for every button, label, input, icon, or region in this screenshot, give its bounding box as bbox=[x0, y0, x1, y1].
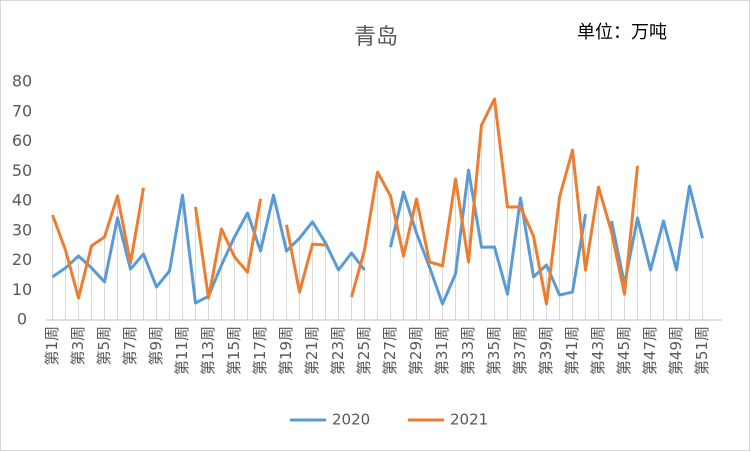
x-tick-label: 第3周 bbox=[69, 326, 87, 366]
x-tick-label: 第41周 bbox=[563, 326, 581, 375]
y-tick-label: 0 bbox=[17, 310, 27, 329]
x-tick-label: 第37周 bbox=[511, 326, 529, 375]
x-tick-label: 第15周 bbox=[225, 326, 243, 375]
x-tick-label: 第49周 bbox=[667, 326, 685, 375]
y-tick-label: 10 bbox=[12, 280, 32, 299]
x-tick-label: 第35周 bbox=[485, 326, 503, 375]
series-line bbox=[51, 97, 639, 306]
y-tick-label: 60 bbox=[12, 131, 32, 150]
y-tick-label: 50 bbox=[12, 161, 32, 180]
unit-annotation: 单位：万吨 bbox=[577, 22, 667, 43]
legend-label: 2020 bbox=[332, 411, 370, 429]
x-tick-label: 第21周 bbox=[303, 326, 321, 375]
x-tick-label: 第17周 bbox=[251, 326, 269, 375]
y-tick-label: 20 bbox=[12, 250, 32, 269]
x-tick-label: 第19周 bbox=[277, 326, 295, 375]
x-tick-label: 第39周 bbox=[537, 326, 555, 375]
y-tick-label: 30 bbox=[12, 220, 32, 239]
chart-title: 青岛 bbox=[354, 25, 398, 50]
x-tick-label: 第9周 bbox=[147, 326, 165, 366]
x-tick-label: 第29周 bbox=[407, 326, 425, 375]
x-tick-label: 第23周 bbox=[329, 326, 347, 375]
x-tick-label: 第51周 bbox=[693, 326, 711, 375]
x-tick-label: 第1周 bbox=[43, 326, 61, 366]
legend-label: 2021 bbox=[450, 411, 488, 429]
x-tick-label: 第11周 bbox=[173, 326, 191, 375]
x-tick-label: 第13周 bbox=[199, 326, 217, 375]
x-tick-label: 第25周 bbox=[355, 326, 373, 375]
x-tick-label: 第45周 bbox=[615, 326, 633, 375]
x-tick-label: 第33周 bbox=[459, 326, 477, 375]
y-tick-label: 70 bbox=[12, 101, 32, 120]
x-tick-label: 第7周 bbox=[121, 326, 139, 366]
y-tick-label: 80 bbox=[12, 72, 32, 91]
x-tick-label: 第47周 bbox=[641, 326, 659, 375]
x-tick-label: 第27周 bbox=[381, 326, 399, 375]
y-tick-label: 40 bbox=[12, 191, 32, 210]
x-tick-label: 第43周 bbox=[589, 326, 607, 375]
x-tick-label: 第31周 bbox=[433, 326, 451, 375]
x-tick-label: 第5周 bbox=[95, 326, 113, 366]
